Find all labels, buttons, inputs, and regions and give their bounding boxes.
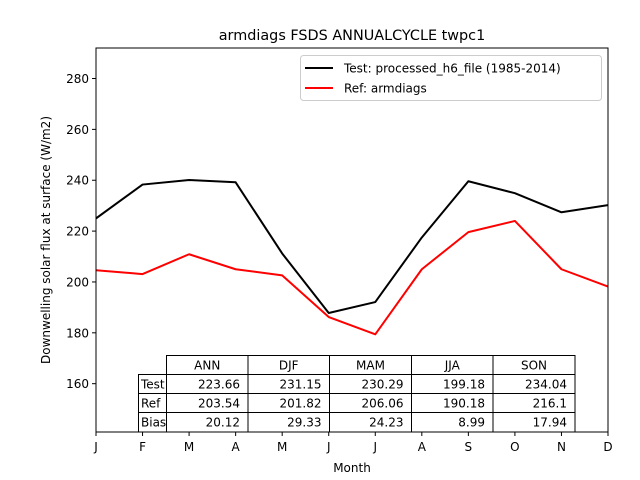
legend-label: Test: processed_h6_file (1985-2014) [343,62,561,76]
y-tick-label: 200 [66,275,89,289]
table-row-label: Bias [141,416,166,430]
y-tick-label: 180 [66,326,89,340]
table-cell-value: 29.33 [287,416,321,430]
table-cell-value: 231.15 [280,378,322,392]
y-tick-label: 260 [66,123,89,137]
x-tick-label: F [139,440,146,454]
y-tick-label: 280 [66,72,89,86]
table-header-label: JJA [444,359,461,373]
table-row-label: Ref [141,397,161,411]
table-cell-value: 201.82 [280,397,322,411]
series-line-0 [96,178,608,314]
table-cell-value: 20.12 [206,416,240,430]
x-tick-label: D [603,440,612,454]
y-axis: 160 180 200 220 240 260 280 [66,72,96,391]
table-cell-value: 24.23 [369,416,403,430]
table-row-label: Test [140,378,165,392]
y-tick-label: 240 [66,174,89,188]
x-tick-label: J [326,440,331,454]
x-tick-label: M [184,440,194,454]
table-cell-value: 199.18 [443,378,485,392]
stats-table: ANN DJF MAM JJA SON Test 223.66 231.15 230.29 199… [138,355,576,433]
table-cell-value: 223.66 [198,378,240,392]
table-cell-value: 206.06 [362,397,404,411]
table-cell-value: 203.54 [198,397,240,411]
y-axis-label: Downwelling solar flux at surface (W/m2) [39,116,53,364]
x-tick-label: O [510,440,519,454]
table-header-label: MAM [356,359,385,373]
table-cell-value: 8.99 [458,416,485,430]
x-tick-label: M [277,440,287,454]
table-cell-value: 216.1 [533,397,567,411]
chart-title: armdiags FSDS ANNUALCYCLE twpc1 [219,28,486,44]
y-tick-label: 220 [66,225,89,239]
series-line-1 [96,219,608,336]
table-cell-value: 190.18 [443,397,485,411]
legend: Test: processed_h6_file (1985-2014) Ref: … [300,55,602,101]
table-cell-value: 17.94 [533,416,567,430]
table-header-label: SON [521,359,547,373]
table-cell-value: 234.04 [525,378,567,392]
legend-box [300,55,602,101]
table-cell-value: 230.29 [362,378,404,392]
table-header-label: DJF [279,359,299,373]
x-tick-label: A [418,440,427,454]
table-header-label: ANN [194,359,220,373]
x-tick-label: S [465,440,473,454]
y-tick-label: 160 [66,377,89,391]
x-tick-label: N [557,440,566,454]
x-axis-label: Month [333,461,371,475]
x-tick-label: J [93,440,98,454]
x-tick-label: A [232,440,241,454]
x-tick-label: J [372,440,377,454]
legend-label: Ref: armdiags [344,82,427,96]
plot-frame [95,47,609,433]
series-layer [96,178,608,336]
